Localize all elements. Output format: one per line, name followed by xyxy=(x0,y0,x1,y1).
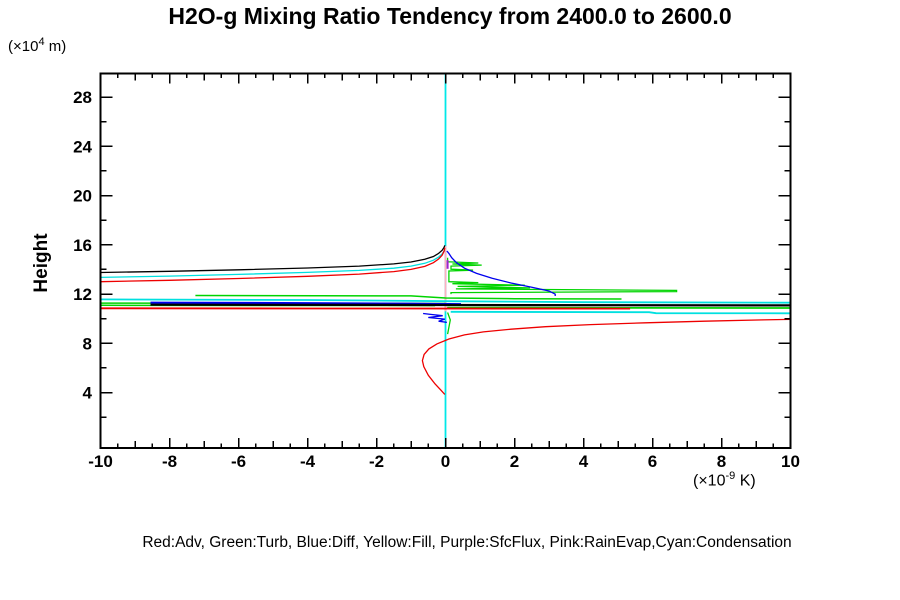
y-tick-label: 24 xyxy=(73,137,92,156)
x-tick-label: 6 xyxy=(648,452,657,471)
x-axis-unit-prefix: (×10 xyxy=(693,472,726,490)
x-tick-label: -4 xyxy=(300,452,316,471)
x-axis-unit-suffix: K) xyxy=(735,472,756,490)
y-tick-label: 16 xyxy=(73,236,92,255)
y-axis-unit-label: (×104 m) xyxy=(8,36,66,55)
x-tick-label: -6 xyxy=(231,452,246,471)
y-tick-label: 8 xyxy=(83,334,92,353)
series-condensation-cluster-line xyxy=(100,298,791,304)
y-axis-unit-prefix: (×10 xyxy=(8,38,39,55)
y-tick-label: 4 xyxy=(83,384,93,403)
y-tick-label: 28 xyxy=(73,88,92,107)
series-adv-lower-branch xyxy=(421,318,791,395)
series-turb-mid-line xyxy=(195,294,622,300)
x-tick-label: -10 xyxy=(88,452,113,471)
x-axis-unit-label: (×10-9 K) xyxy=(693,470,756,490)
series-condensation-lower-right-line xyxy=(450,310,791,315)
series-net-upper-branch xyxy=(100,245,446,274)
x-tick-label: 2 xyxy=(510,452,519,471)
legend-text-line: Red:Adv, Green:Turb, Blue:Diff, Yellow:F… xyxy=(142,534,792,551)
x-tick-label: -2 xyxy=(369,452,384,471)
x-tick-label: -8 xyxy=(162,452,177,471)
y-axis-unit-suffix: m) xyxy=(44,38,67,55)
x-tick-label: 8 xyxy=(717,452,726,471)
y-axis-unit-exponent: 4 xyxy=(38,36,45,48)
chart-title: H2O-g Mixing Ratio Tendency from 2400.0 … xyxy=(168,3,732,29)
x-tick-label: 4 xyxy=(579,452,589,471)
y-axis-title: Height xyxy=(31,233,52,293)
x-tick-label: 10 xyxy=(781,452,800,471)
series-diff-right-decay xyxy=(446,250,556,296)
y-tick-label: 12 xyxy=(73,285,92,304)
x-tick-label: 0 xyxy=(441,452,450,471)
y-tick-label: 20 xyxy=(73,187,92,206)
series-diff-below-hook xyxy=(423,312,447,324)
series-turb-wiggle xyxy=(446,257,678,295)
x-axis-unit-exponent: -9 xyxy=(725,470,736,482)
series-turb-below-hook xyxy=(446,312,451,335)
series-adv-upper-branch xyxy=(100,247,446,283)
series-net-cluster-line xyxy=(150,303,791,307)
